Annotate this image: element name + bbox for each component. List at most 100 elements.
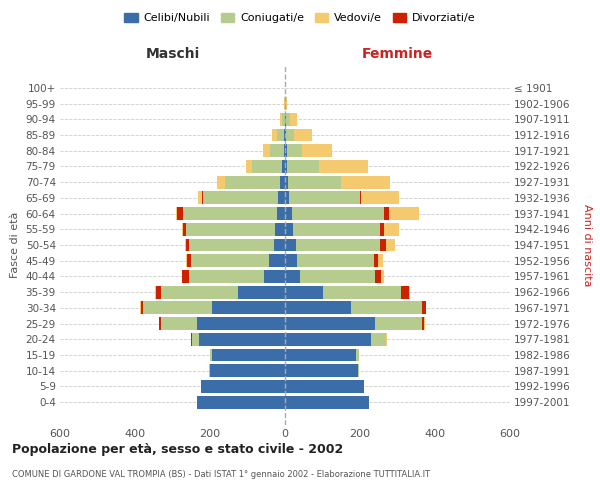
Bar	[319, 160, 368, 173]
Bar	[224, 176, 226, 188]
Bar	[285, 176, 288, 188]
Bar	[182, 270, 190, 283]
Bar	[383, 207, 389, 220]
Bar	[358, 364, 359, 377]
Legend: Celibi/Nubili, Coniugati/e, Vedovi/e, Divorziati/e: Celibi/Nubili, Coniugati/e, Vedovi/e, Di…	[120, 8, 480, 28]
Bar	[384, 223, 399, 235]
Bar	[300, 270, 375, 283]
Bar	[210, 364, 285, 377]
Bar	[380, 223, 384, 235]
Bar	[252, 160, 282, 173]
Bar	[191, 333, 192, 346]
Bar	[161, 286, 238, 298]
Bar	[380, 270, 383, 283]
Y-axis label: Fasce di età: Fasce di età	[10, 212, 20, 278]
Bar	[286, 97, 287, 110]
Bar	[197, 396, 285, 408]
Bar	[160, 317, 161, 330]
Bar	[202, 192, 203, 204]
Bar	[285, 302, 350, 314]
Y-axis label: Anni di nascita: Anni di nascita	[582, 204, 592, 286]
Bar	[290, 113, 297, 126]
Bar	[386, 238, 395, 252]
Bar	[285, 144, 287, 157]
Bar	[285, 128, 286, 141]
Bar	[269, 254, 285, 267]
Bar	[302, 144, 331, 157]
Text: Femmine: Femmine	[362, 47, 433, 61]
Bar	[323, 286, 401, 298]
Bar	[380, 238, 386, 252]
Bar	[285, 348, 356, 362]
Bar	[422, 317, 424, 330]
Bar	[285, 254, 297, 267]
Bar	[285, 333, 371, 346]
Bar	[280, 176, 285, 188]
Bar	[226, 176, 280, 188]
Bar	[238, 286, 285, 298]
Bar	[158, 317, 160, 330]
Bar	[375, 270, 380, 283]
Bar	[350, 302, 422, 314]
Bar	[143, 302, 212, 314]
Bar	[285, 97, 286, 110]
Bar	[209, 364, 210, 377]
Bar	[161, 317, 197, 330]
Bar	[176, 207, 178, 220]
Bar	[178, 207, 183, 220]
Bar	[140, 302, 143, 314]
Bar	[265, 270, 285, 283]
Bar	[185, 238, 190, 252]
Bar	[277, 207, 285, 220]
Bar	[247, 160, 252, 173]
Bar	[287, 160, 319, 173]
Bar	[389, 207, 419, 220]
Bar	[274, 238, 285, 252]
Text: Maschi: Maschi	[145, 47, 200, 61]
Bar	[377, 254, 383, 267]
Bar	[287, 144, 302, 157]
Bar	[285, 192, 289, 204]
Bar	[360, 192, 361, 204]
Bar	[199, 333, 285, 346]
Bar	[183, 207, 277, 220]
Bar	[286, 113, 290, 126]
Bar	[409, 286, 410, 298]
Bar	[212, 302, 285, 314]
Bar	[285, 207, 292, 220]
Bar	[297, 254, 374, 267]
Bar	[293, 223, 380, 235]
Bar	[272, 128, 277, 141]
Bar	[401, 286, 409, 298]
Bar	[217, 176, 224, 188]
Bar	[263, 144, 271, 157]
Bar	[187, 254, 191, 267]
Text: Popolazione per età, sesso e stato civile - 2002: Popolazione per età, sesso e stato civil…	[12, 442, 343, 456]
Bar	[285, 286, 323, 298]
Bar	[361, 192, 398, 204]
Bar	[288, 176, 341, 188]
Bar	[371, 333, 386, 346]
Bar	[285, 317, 375, 330]
Bar	[155, 286, 161, 298]
Bar	[425, 302, 427, 314]
Bar	[190, 270, 265, 283]
Bar	[190, 238, 274, 252]
Bar	[191, 254, 269, 267]
Bar	[285, 396, 370, 408]
Bar	[285, 113, 286, 126]
Bar	[285, 223, 293, 235]
Bar	[293, 128, 313, 141]
Bar	[197, 317, 285, 330]
Bar	[192, 333, 199, 346]
Bar	[200, 380, 285, 393]
Bar	[285, 364, 358, 377]
Bar	[286, 128, 293, 141]
Bar	[271, 144, 284, 157]
Bar	[187, 223, 275, 235]
Bar	[210, 348, 212, 362]
Bar	[186, 254, 187, 267]
Bar	[422, 302, 425, 314]
Bar	[285, 270, 300, 283]
Bar	[278, 192, 285, 204]
